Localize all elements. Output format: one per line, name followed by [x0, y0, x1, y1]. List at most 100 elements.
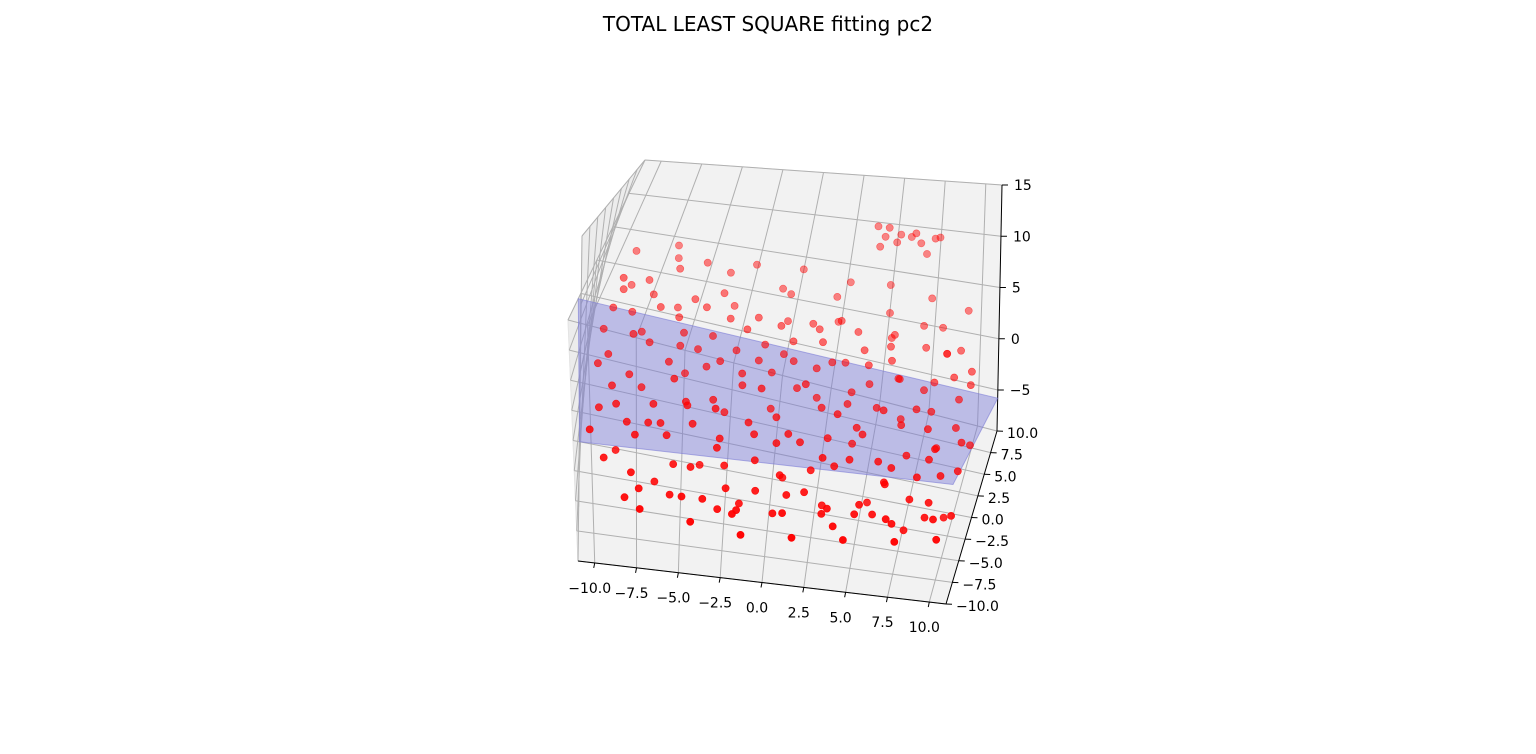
data-point-39 [812, 364, 821, 373]
x-tick-3-mark [718, 577, 721, 583]
data-point-145 [675, 313, 684, 322]
data-point-15 [691, 295, 700, 304]
data-point-38 [796, 438, 804, 447]
data-point-35 [775, 471, 784, 480]
data-point-198 [669, 460, 678, 468]
data-point-46 [847, 388, 856, 397]
gridline-y-floor-4 [572, 440, 972, 518]
data-point-41 [817, 403, 826, 412]
scatter-points [585, 222, 976, 546]
data-point-87 [787, 533, 796, 542]
data-point-25 [721, 484, 730, 493]
data-point-92 [629, 329, 638, 338]
data-point-113 [695, 460, 704, 469]
data-point-58 [902, 451, 911, 460]
data-point-183 [789, 357, 798, 365]
x-tick-8-label: 10.0 [909, 620, 940, 636]
data-point-64 [950, 373, 959, 382]
data-point-166 [893, 238, 902, 247]
data-point-104 [879, 406, 888, 415]
x-tick-6-label: 5.0 [829, 610, 851, 626]
data-point-109 [611, 446, 620, 454]
y-tick-5-label: 2.5 [988, 491, 1010, 507]
data-point-110 [637, 383, 646, 392]
x-tick-7-label: 7.5 [871, 615, 893, 631]
x-tick-8-mark [927, 601, 930, 608]
data-point-134 [620, 493, 629, 502]
data-point-154 [818, 453, 827, 462]
data-point-18 [686, 463, 695, 471]
data-point-146 [683, 401, 692, 410]
data-point-213 [924, 498, 933, 507]
data-point-70 [627, 468, 635, 477]
data-point-201 [720, 461, 729, 470]
data-point-123 [899, 526, 908, 535]
data-point-6 [645, 276, 654, 284]
data-point-31 [767, 368, 776, 377]
data-point-103 [886, 281, 895, 289]
data-point-83 [585, 425, 594, 434]
data-point-191 [930, 378, 939, 387]
data-point-120 [848, 439, 856, 448]
x-axis-ticks: −10.0 −7.5 −5.0 −2.5 0.0 2.5 5.0 7.5 10.0 [568, 562, 940, 636]
data-point-185 [828, 358, 837, 367]
chart-title: TOTAL LEAST SQUARE fitting pc2 [602, 12, 933, 36]
data-point-68 [953, 467, 962, 476]
data-point-82 [929, 515, 937, 524]
data-point-151 [780, 350, 788, 358]
data-point-97 [753, 260, 761, 269]
gridline-z-side-4 [581, 159, 646, 237]
y-tick-8-label: 10.0 [1007, 426, 1038, 442]
data-point-45 [830, 462, 839, 471]
x-tick-0-mark [593, 562, 596, 569]
data-point-184 [815, 325, 824, 334]
data-point-149 [738, 369, 747, 378]
data-point-141 [594, 359, 602, 368]
data-point-76 [778, 509, 786, 517]
data-point-32 [787, 290, 796, 298]
data-point-29 [761, 340, 770, 349]
data-point-148 [713, 443, 721, 452]
data-point-114 [720, 408, 729, 417]
data-point-49 [865, 380, 874, 388]
data-point-72 [677, 492, 686, 501]
y-tick-4-label: 0.0 [982, 513, 1004, 529]
data-point-20 [720, 289, 729, 298]
data-point-173 [876, 242, 885, 251]
data-point-78 [828, 522, 837, 531]
data-point-24 [732, 346, 741, 355]
x-tick-4-label: 0.0 [746, 601, 768, 617]
data-point-61 [927, 407, 936, 416]
data-point-34 [789, 337, 798, 346]
data-point-170 [923, 250, 931, 258]
data-point-7 [631, 430, 639, 439]
data-point-182 [777, 321, 786, 330]
data-point-162 [957, 438, 966, 447]
data-point-163 [874, 222, 883, 231]
gridline-z-back-2 [612, 226, 1000, 288]
x-tick-7-mark [885, 597, 888, 603]
gridline-z-back-1 [596, 259, 999, 340]
data-point-80 [881, 515, 890, 524]
x-tick-2-label: −5.0 [656, 591, 690, 607]
data-point-155 [843, 400, 852, 408]
data-point-50 [850, 510, 859, 519]
data-point-91 [619, 273, 628, 282]
data-point-177 [676, 341, 685, 350]
data-point-152 [784, 430, 793, 438]
data-point-118 [812, 393, 821, 402]
data-point-212 [913, 473, 921, 482]
data-point-47 [860, 346, 869, 355]
data-point-52 [891, 330, 899, 339]
data-point-77 [833, 292, 842, 301]
x-tick-0-label: −10.0 [568, 581, 611, 597]
data-point-207 [823, 504, 831, 513]
data-point-160 [925, 455, 933, 464]
data-point-153 [819, 338, 827, 347]
y-tick-0-label: −10.0 [956, 599, 999, 615]
data-point-206 [806, 466, 815, 475]
data-point-186 [854, 328, 863, 336]
data-point-180 [743, 325, 752, 334]
data-point-57 [920, 321, 928, 330]
data-point-73 [727, 268, 735, 277]
